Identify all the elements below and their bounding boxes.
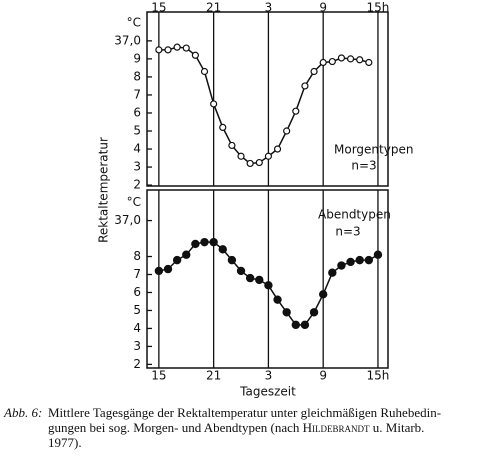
y-tick-label: 4	[133, 142, 141, 156]
data-point	[155, 46, 163, 54]
annotation: Morgentypen	[334, 143, 413, 157]
caption: Abb. 6: Mittlere Tagesgänge der Rektalte…	[4, 405, 476, 450]
data-point	[264, 281, 273, 290]
data-point	[373, 250, 383, 259]
data-point	[364, 255, 374, 265]
data-point	[310, 67, 318, 76]
y-axis-label: Rektaltemperatur	[97, 137, 111, 243]
y-tick-label: 9	[133, 51, 141, 65]
x-tick-label: 21	[206, 369, 221, 383]
y-tick-label: 7	[133, 267, 141, 281]
data-point	[337, 261, 346, 270]
data-point	[282, 308, 291, 317]
data-point	[209, 237, 218, 247]
y-tick-label: 5	[133, 124, 141, 138]
data-point	[246, 159, 254, 168]
annotation: Abendtypen	[318, 208, 391, 222]
x-tick-label: 15	[151, 1, 166, 15]
y-tick-label: 8	[133, 69, 141, 83]
x-tick-label: 15	[151, 369, 166, 383]
data-point	[219, 123, 227, 131]
data-point	[173, 43, 181, 51]
data-point	[319, 58, 327, 67]
data-point	[337, 54, 346, 62]
data-point	[191, 51, 199, 59]
chart: 15 21 3 9 15h 2 3 4 5 6 7 8 9 37,0 °C Rektaltemperatur M…	[97, 1, 414, 399]
data-point	[309, 308, 319, 317]
panel-frame	[146, 189, 389, 369]
data-point	[355, 255, 364, 265]
data-point	[264, 152, 273, 160]
data-point	[154, 266, 164, 276]
y-tick-label: 6	[133, 285, 141, 299]
y-tick-label: 7	[133, 87, 141, 101]
data-point	[283, 127, 291, 135]
y-tick-label: 5	[133, 303, 141, 317]
x-tick-label: 3	[265, 1, 273, 15]
data-point	[318, 290, 328, 299]
data-point	[346, 257, 355, 267]
data-point	[164, 46, 172, 54]
x-axis-label: Tageszeit	[239, 385, 296, 399]
y-tick-label: 8	[133, 249, 141, 263]
x-tick-label: 9	[319, 1, 327, 15]
data-point	[218, 245, 227, 254]
y-tick-label: 37,0	[114, 213, 141, 227]
data-point	[300, 320, 310, 330]
caption-part: gungen bei sog. Morgen- und Abendtypen (…	[48, 420, 303, 435]
data-point	[245, 273, 255, 283]
data-point	[292, 107, 300, 115]
data-point	[182, 44, 190, 52]
caption-label: Abb. 6:	[4, 405, 43, 420]
caption-text: Mittlere Tagesgänge der Rektaltemperatur…	[48, 405, 476, 450]
data-point	[163, 264, 173, 274]
annotation: n=3	[335, 225, 360, 239]
data-point	[182, 250, 191, 259]
x-tick-label: 15h	[367, 369, 390, 383]
data-point	[237, 152, 245, 160]
data-point	[200, 237, 209, 247]
unit-label: °C	[127, 195, 141, 209]
data-point	[172, 255, 182, 265]
data-point	[210, 100, 218, 108]
data-point	[227, 255, 237, 265]
data-point	[255, 275, 264, 285]
data-point	[328, 268, 337, 277]
caption-line: 1977).	[48, 435, 82, 450]
data-point	[200, 67, 209, 76]
data-point	[191, 239, 200, 249]
data-point	[328, 57, 336, 66]
data-point	[356, 56, 364, 64]
x-tick-label: 15h	[367, 1, 390, 15]
x-tick-label: 3	[265, 369, 273, 383]
x-tick-label: 9	[319, 369, 327, 383]
data-point	[291, 320, 300, 330]
y-tick-label: 37,0	[114, 33, 141, 47]
y-tick-label: 3	[133, 160, 141, 174]
panel-frame	[146, 11, 389, 187]
data-point	[273, 145, 282, 153]
data-point	[236, 266, 246, 276]
y-tick-label: 3	[133, 339, 141, 353]
data-point	[346, 55, 355, 63]
y-tick-label: 4	[133, 321, 141, 335]
x-tick-label: 21	[206, 1, 221, 15]
data-point	[365, 58, 373, 67]
unit-label: °C	[127, 15, 141, 29]
caption-author: Hildebrandt	[302, 420, 370, 435]
caption-part: u. Mitarb.	[369, 420, 425, 435]
data-point	[301, 82, 309, 90]
caption-line: Mittlere Tagesgänge der Rektaltemperatur…	[48, 405, 442, 420]
data-point	[273, 295, 282, 304]
y-tick-label: 2	[133, 178, 141, 192]
data-point	[255, 158, 263, 167]
y-tick-label: 6	[133, 105, 141, 119]
y-tick-label: 2	[133, 357, 141, 371]
annotation: n=3	[351, 159, 376, 173]
caption-line: gungen bei sog. Morgen- und Abendtypen (…	[48, 420, 476, 435]
data-point	[228, 141, 236, 150]
